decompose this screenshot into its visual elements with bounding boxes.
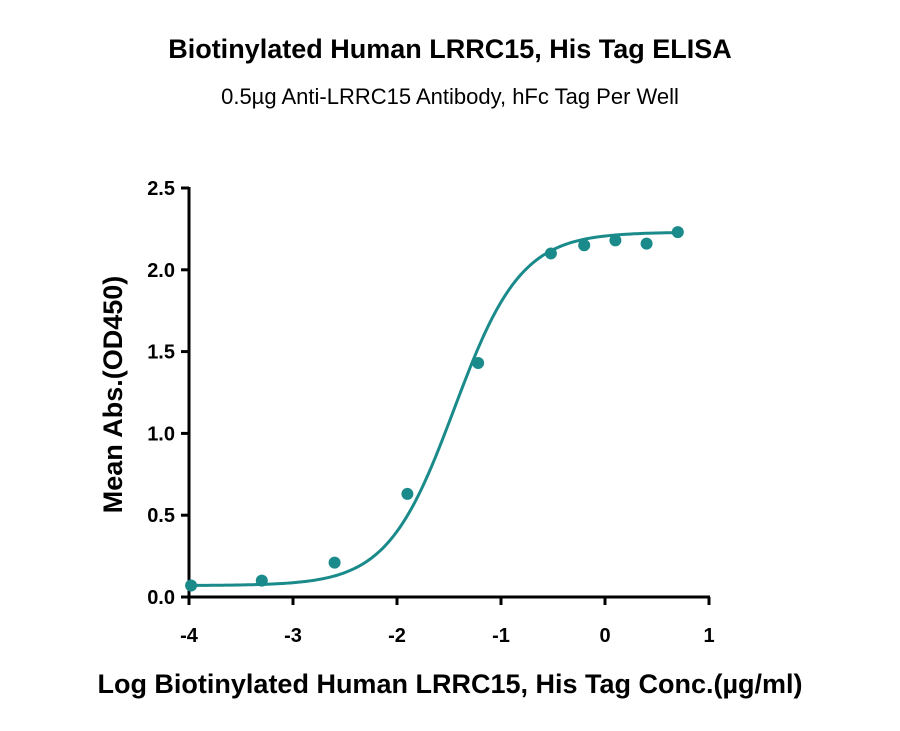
x-tick-label: -1: [492, 625, 510, 647]
x-tick-label: -4: [180, 625, 199, 647]
x-axis-label: Log Biotinylated Human LRRC15, His Tag C…: [97, 669, 802, 699]
fit-curve: [188, 231, 678, 587]
data-point: [185, 579, 198, 592]
data-point: [544, 247, 557, 260]
x-tick-label: -3: [284, 625, 302, 647]
data-point: [609, 234, 622, 247]
y-tick-label: 2.0: [147, 260, 175, 282]
data-point: [472, 357, 485, 370]
y-tick-label: 1.5: [147, 342, 175, 364]
y-tick-label: 1.0: [147, 423, 175, 445]
y-tick-label: 0.5: [147, 505, 175, 527]
y-axis-label: Mean Abs.(OD450): [98, 276, 128, 514]
data-point: [640, 237, 653, 250]
chart-title: Biotinylated Human LRRC15, His Tag ELISA: [168, 34, 732, 64]
data-point: [578, 239, 591, 252]
data-point: [401, 487, 414, 500]
y-tick-label: 2.5: [147, 178, 175, 200]
data-point: [671, 226, 684, 239]
x-tick-label: -2: [388, 625, 406, 647]
data-point: [328, 556, 341, 569]
data-point: [255, 574, 268, 587]
x-tick-label: 1: [703, 625, 714, 647]
x-tick-label: 0: [599, 625, 610, 647]
y-tick-label: 0.0: [147, 587, 175, 609]
chart-subtitle: 0.5µg Anti-LRRC15 Antibody, hFc Tag Per …: [221, 84, 679, 109]
